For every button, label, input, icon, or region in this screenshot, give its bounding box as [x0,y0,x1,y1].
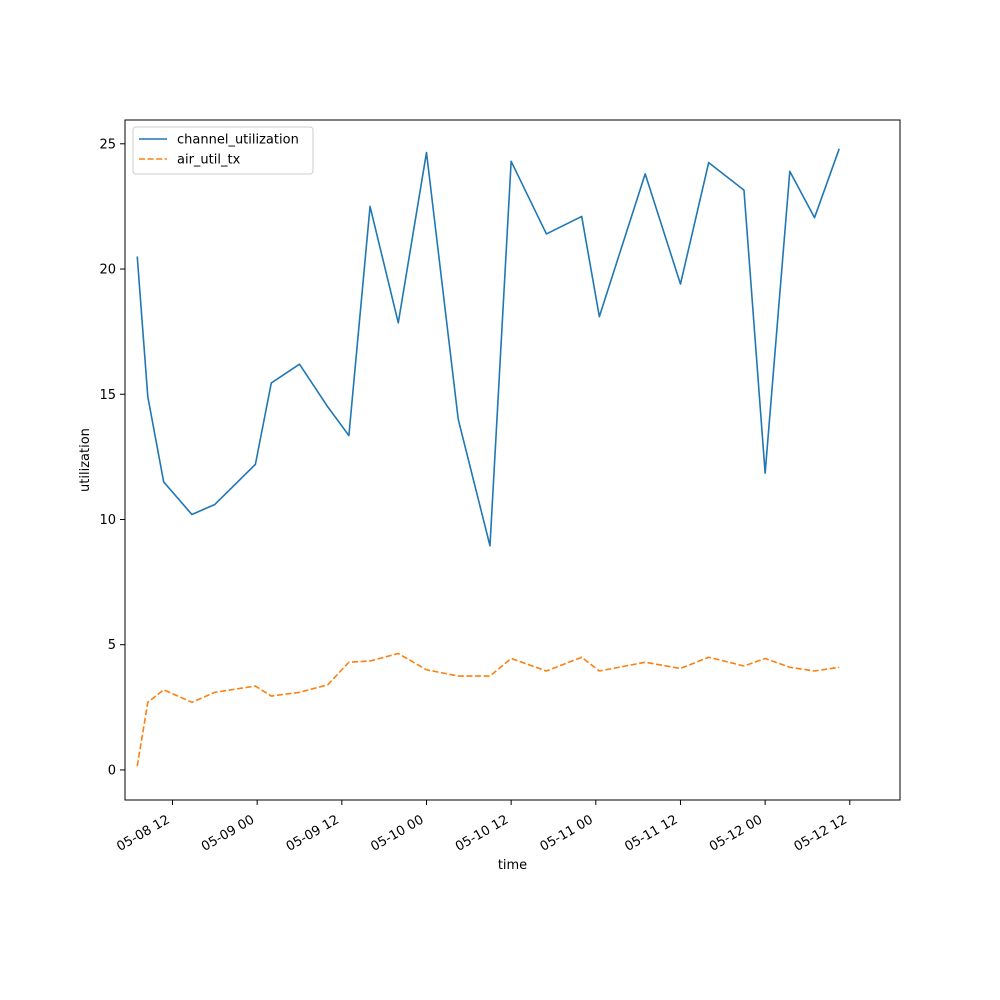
series-line-channel-utilization [136,148,840,547]
legend-box [132,126,314,175]
series-layer [136,148,840,767]
legend-label: air_util_tx [177,153,241,168]
y-axis-label: utilization [78,428,93,492]
series-line-air-util-tx [136,652,840,767]
y-tick-label: 20 [99,263,116,278]
axes-frame [124,119,901,801]
plot-area [125,120,900,800]
y-tick-label: 0 [108,763,116,778]
y-tick-label: 15 [99,388,116,403]
y-axis: 0 5 10 15 20 25 [99,137,125,778]
legend-label: channel_utilization [177,133,299,148]
legend: channel_utilization air_util_tx [132,126,314,175]
y-tick-label: 25 [99,137,116,152]
y-tick-label: 10 [99,513,116,528]
y-tick-label: 5 [108,638,116,653]
x-axis-label: time [498,858,527,873]
